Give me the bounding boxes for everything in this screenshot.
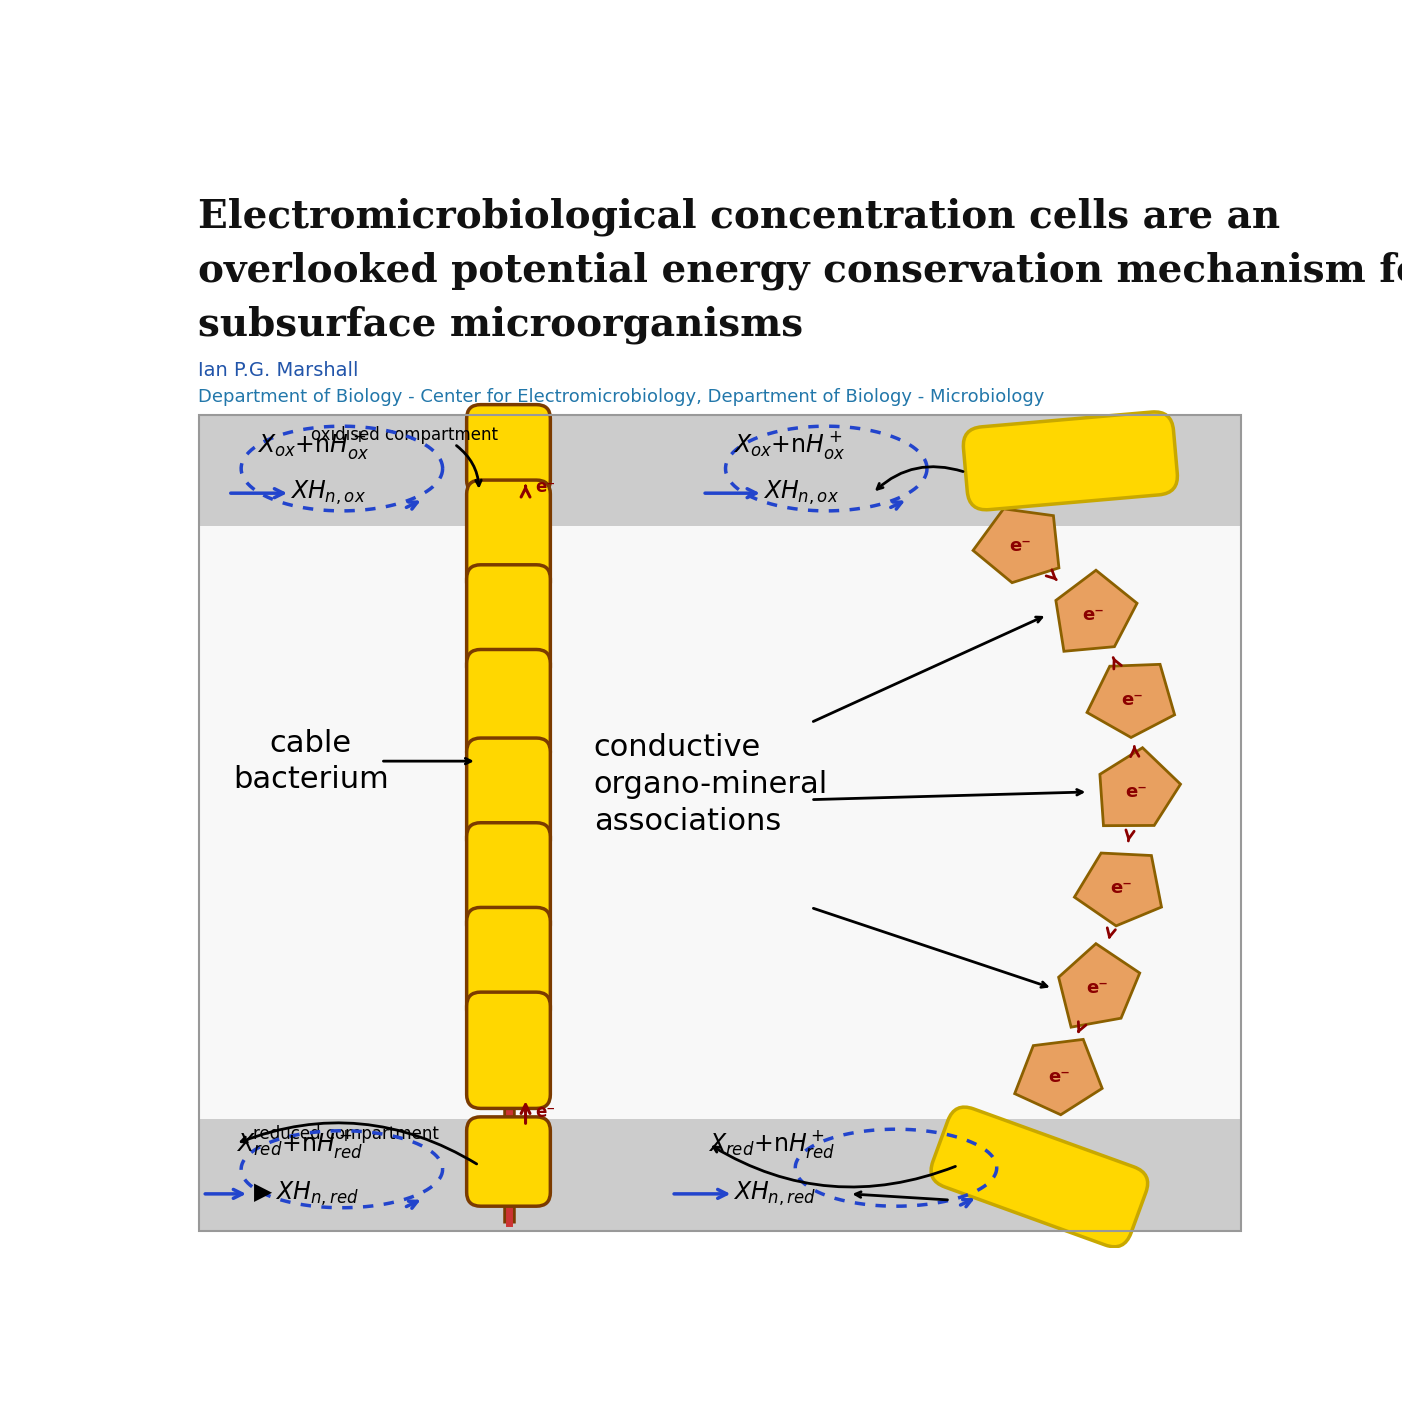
Text: $\mathit{XH}_{n,ox}$: $\mathit{XH}_{n,ox}$: [290, 479, 366, 508]
Polygon shape: [1059, 944, 1140, 1028]
Text: e⁻: e⁻: [1110, 879, 1131, 897]
Text: $\blacktriangleright\mathit{XH}_{n,red}$: $\blacktriangleright\mathit{XH}_{n,red}$: [250, 1180, 359, 1209]
Text: e⁻: e⁻: [1047, 1068, 1070, 1085]
Text: $\mathit{X}_{red}$$ + \mathrm{n}\mathit{H}^+_{red}$: $\mathit{X}_{red}$$ + \mathrm{n}\mathit{…: [236, 1127, 363, 1159]
Text: $\mathit{X}_{ox}$$ + \mathrm{n}\mathit{H}^+_{ox}$: $\mathit{X}_{ox}$$ + \mathrm{n}\mathit{H…: [257, 429, 369, 461]
Bar: [199, 415, 1241, 526]
Text: $\mathit{X}_{red}$$ + \mathrm{n}\mathit{H}^+_{red}$: $\mathit{X}_{red}$$ + \mathrm{n}\mathit{…: [708, 1127, 836, 1159]
Text: $\mathit{XH}_{n,red}$: $\mathit{XH}_{n,red}$: [733, 1180, 817, 1209]
Text: e⁻: e⁻: [1122, 691, 1143, 708]
FancyBboxPatch shape: [467, 565, 551, 681]
Text: conductive
organo-mineral
associations: conductive organo-mineral associations: [594, 733, 829, 836]
Text: e⁻: e⁻: [534, 1103, 555, 1122]
Text: e⁻: e⁻: [1082, 606, 1105, 624]
FancyBboxPatch shape: [467, 737, 551, 854]
Polygon shape: [1101, 747, 1180, 826]
FancyBboxPatch shape: [467, 405, 551, 494]
Text: Department of Biology - Center for Electromicrobiology, Department of Biology - : Department of Biology - Center for Elect…: [199, 388, 1044, 405]
Text: e⁻: e⁻: [1009, 537, 1030, 555]
Text: Ian P.G. Marshall: Ian P.G. Marshall: [199, 360, 359, 380]
Polygon shape: [1056, 571, 1137, 652]
FancyBboxPatch shape: [931, 1108, 1148, 1246]
Text: oxidised compartment: oxidised compartment: [311, 426, 498, 444]
FancyBboxPatch shape: [467, 649, 551, 765]
Polygon shape: [1015, 1039, 1102, 1115]
Bar: [199, 526, 1241, 1119]
FancyBboxPatch shape: [467, 993, 551, 1109]
FancyBboxPatch shape: [467, 1117, 551, 1206]
Bar: [199, 1119, 1241, 1231]
Text: reduced compartment: reduced compartment: [252, 1126, 439, 1144]
Polygon shape: [973, 509, 1059, 583]
Bar: [199, 415, 1241, 1231]
Text: Electromicrobiological concentration cells are an: Electromicrobiological concentration cel…: [199, 198, 1280, 236]
FancyBboxPatch shape: [467, 479, 551, 596]
FancyBboxPatch shape: [963, 412, 1178, 510]
FancyBboxPatch shape: [467, 823, 551, 939]
Text: e⁻: e⁻: [534, 478, 555, 496]
Text: overlooked potential energy conservation mechanism for: overlooked potential energy conservation…: [199, 251, 1402, 290]
Text: subsurface microorganisms: subsurface microorganisms: [199, 306, 803, 343]
Text: cable
bacterium: cable bacterium: [233, 729, 388, 794]
Text: $\mathit{X}_{ox}$$ + \mathrm{n}\mathit{H}^+_{ox}$: $\mathit{X}_{ox}$$ + \mathrm{n}\mathit{H…: [733, 429, 845, 461]
FancyBboxPatch shape: [467, 907, 551, 1023]
Polygon shape: [1087, 665, 1175, 737]
Text: e⁻: e⁻: [1126, 782, 1147, 801]
Text: e⁻: e⁻: [1087, 979, 1109, 997]
Polygon shape: [1074, 852, 1161, 925]
Text: $\mathit{XH}_{n,ox}$: $\mathit{XH}_{n,ox}$: [763, 479, 838, 508]
